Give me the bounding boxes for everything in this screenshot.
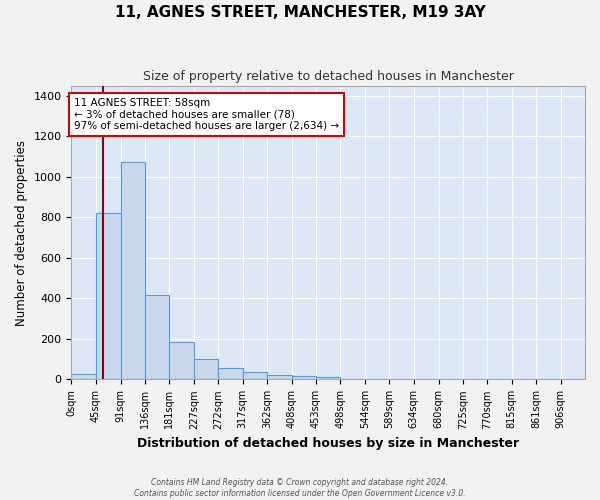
Bar [96, 213, 121, 380]
Bar [292, 376, 316, 380]
X-axis label: Distribution of detached houses by size in Manchester: Distribution of detached houses by size … [137, 437, 519, 450]
Bar [242, 372, 267, 380]
Bar [194, 359, 218, 380]
Y-axis label: Number of detached properties: Number of detached properties [15, 140, 28, 326]
Bar [169, 342, 194, 380]
Bar [267, 375, 292, 380]
Bar [145, 296, 169, 380]
Bar [71, 374, 96, 380]
Title: Size of property relative to detached houses in Manchester: Size of property relative to detached ho… [143, 70, 514, 83]
Bar [121, 162, 145, 380]
Text: 11 AGNES STREET: 58sqm
← 3% of detached houses are smaller (78)
97% of semi-deta: 11 AGNES STREET: 58sqm ← 3% of detached … [74, 98, 339, 131]
Bar [218, 368, 242, 380]
Text: 11, AGNES STREET, MANCHESTER, M19 3AY: 11, AGNES STREET, MANCHESTER, M19 3AY [115, 5, 485, 20]
Text: Contains HM Land Registry data © Crown copyright and database right 2024.
Contai: Contains HM Land Registry data © Crown c… [134, 478, 466, 498]
Bar [316, 378, 340, 380]
